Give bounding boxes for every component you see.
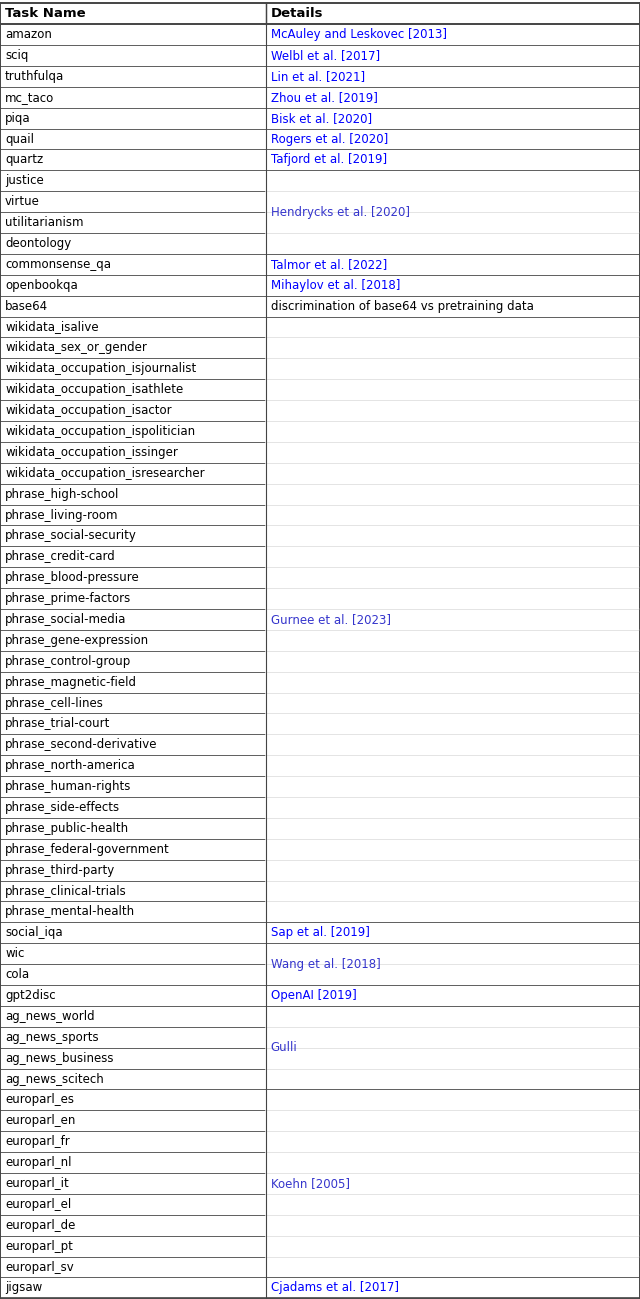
Text: wikidata_occupation_issinger: wikidata_occupation_issinger xyxy=(5,446,178,459)
Text: europarl_sv: europarl_sv xyxy=(5,1260,74,1273)
Text: gpt2disc: gpt2disc xyxy=(5,989,56,1002)
Text: Rogers et al. [2020]: Rogers et al. [2020] xyxy=(271,132,388,145)
Text: phrase_second-derivative: phrase_second-derivative xyxy=(5,738,157,751)
Text: phrase_human-rights: phrase_human-rights xyxy=(5,781,131,794)
Text: phrase_mental-health: phrase_mental-health xyxy=(5,905,135,918)
Text: europarl_es: europarl_es xyxy=(5,1094,74,1107)
Text: europarl_de: europarl_de xyxy=(5,1218,76,1231)
Text: OpenAI [2019]: OpenAI [2019] xyxy=(271,989,356,1002)
Text: Lin et al. [2021]: Lin et al. [2021] xyxy=(271,70,365,83)
Text: openbookqa: openbookqa xyxy=(5,279,78,292)
Text: Cjadams et al. [2017]: Cjadams et al. [2017] xyxy=(271,1281,399,1294)
Text: mc_taco: mc_taco xyxy=(5,91,54,104)
Text: wikidata_isalive: wikidata_isalive xyxy=(5,321,99,334)
Text: Welbl et al. [2017]: Welbl et al. [2017] xyxy=(271,49,380,62)
Text: phrase_social-security: phrase_social-security xyxy=(5,530,137,543)
Text: europarl_it: europarl_it xyxy=(5,1177,69,1190)
Text: justice: justice xyxy=(5,174,44,187)
Text: phrase_gene-expression: phrase_gene-expression xyxy=(5,634,149,647)
Text: phrase_blood-pressure: phrase_blood-pressure xyxy=(5,572,140,585)
Text: ag_news_world: ag_news_world xyxy=(5,1009,95,1022)
Text: europarl_nl: europarl_nl xyxy=(5,1156,72,1169)
Text: cola: cola xyxy=(5,968,29,981)
Text: phrase_social-media: phrase_social-media xyxy=(5,613,127,626)
Text: amazon: amazon xyxy=(5,29,52,42)
Text: wikidata_occupation_ispolitician: wikidata_occupation_ispolitician xyxy=(5,425,195,438)
Text: Task Name: Task Name xyxy=(5,8,86,21)
Text: europarl_fr: europarl_fr xyxy=(5,1135,70,1148)
Text: wikidata_occupation_isresearcher: wikidata_occupation_isresearcher xyxy=(5,466,205,479)
Text: Wang et al. [2018]: Wang et al. [2018] xyxy=(271,957,380,970)
Text: phrase_high-school: phrase_high-school xyxy=(5,487,120,500)
Text: phrase_third-party: phrase_third-party xyxy=(5,864,115,877)
Text: europarl_pt: europarl_pt xyxy=(5,1239,73,1252)
Text: Tafjord et al. [2019]: Tafjord et al. [2019] xyxy=(271,153,387,166)
Text: utilitarianism: utilitarianism xyxy=(5,216,84,229)
Text: phrase_credit-card: phrase_credit-card xyxy=(5,551,116,564)
Text: ag_news_sports: ag_news_sports xyxy=(5,1030,99,1043)
Text: Hendrycks et al. [2020]: Hendrycks et al. [2020] xyxy=(271,205,410,218)
Text: phrase_side-effects: phrase_side-effects xyxy=(5,801,120,814)
Text: phrase_clinical-trials: phrase_clinical-trials xyxy=(5,885,127,898)
Text: Details: Details xyxy=(271,8,323,21)
Text: phrase_magnetic-field: phrase_magnetic-field xyxy=(5,675,137,688)
Text: deontology: deontology xyxy=(5,236,72,249)
Text: quail: quail xyxy=(5,132,34,145)
Text: phrase_public-health: phrase_public-health xyxy=(5,822,129,835)
Text: truthfulqa: truthfulqa xyxy=(5,70,65,83)
Text: europarl_el: europarl_el xyxy=(5,1198,72,1211)
Text: wikidata_occupation_isactor: wikidata_occupation_isactor xyxy=(5,404,172,417)
Text: Mihaylov et al. [2018]: Mihaylov et al. [2018] xyxy=(271,279,400,292)
Text: McAuley and Leskovec [2013]: McAuley and Leskovec [2013] xyxy=(271,29,447,42)
Text: phrase_living-room: phrase_living-room xyxy=(5,508,118,521)
Text: Sap et al. [2019]: Sap et al. [2019] xyxy=(271,926,369,939)
Text: Bisk et al. [2020]: Bisk et al. [2020] xyxy=(271,112,372,125)
Text: virtue: virtue xyxy=(5,195,40,208)
Text: social_iqa: social_iqa xyxy=(5,926,63,939)
Text: phrase_prime-factors: phrase_prime-factors xyxy=(5,592,131,605)
Text: phrase_federal-government: phrase_federal-government xyxy=(5,843,170,856)
Text: Gulli: Gulli xyxy=(271,1042,298,1055)
Text: europarl_en: europarl_en xyxy=(5,1115,76,1128)
Text: ag_news_scitech: ag_news_scitech xyxy=(5,1073,104,1086)
Text: phrase_cell-lines: phrase_cell-lines xyxy=(5,696,104,709)
Text: discrimination of base64 vs pretraining data: discrimination of base64 vs pretraining … xyxy=(271,300,534,313)
Text: wikidata_occupation_isathlete: wikidata_occupation_isathlete xyxy=(5,383,184,396)
Text: quartz: quartz xyxy=(5,153,44,166)
Text: jigsaw: jigsaw xyxy=(5,1281,42,1294)
Text: piqa: piqa xyxy=(5,112,31,125)
Text: Koehn [2005]: Koehn [2005] xyxy=(271,1177,349,1190)
Text: phrase_north-america: phrase_north-america xyxy=(5,759,136,772)
Text: Talmor et al. [2022]: Talmor et al. [2022] xyxy=(271,259,387,271)
Text: base64: base64 xyxy=(5,300,48,313)
Text: ag_news_business: ag_news_business xyxy=(5,1052,114,1065)
Text: wic: wic xyxy=(5,947,24,960)
Text: phrase_control-group: phrase_control-group xyxy=(5,655,131,668)
Text: wikidata_occupation_isjournalist: wikidata_occupation_isjournalist xyxy=(5,362,196,375)
Text: Zhou et al. [2019]: Zhou et al. [2019] xyxy=(271,91,378,104)
Text: commonsense_qa: commonsense_qa xyxy=(5,259,111,271)
Text: sciq: sciq xyxy=(5,49,29,62)
Text: wikidata_sex_or_gender: wikidata_sex_or_gender xyxy=(5,342,147,355)
Text: Gurnee et al. [2023]: Gurnee et al. [2023] xyxy=(271,613,390,626)
Text: phrase_trial-court: phrase_trial-court xyxy=(5,717,111,730)
